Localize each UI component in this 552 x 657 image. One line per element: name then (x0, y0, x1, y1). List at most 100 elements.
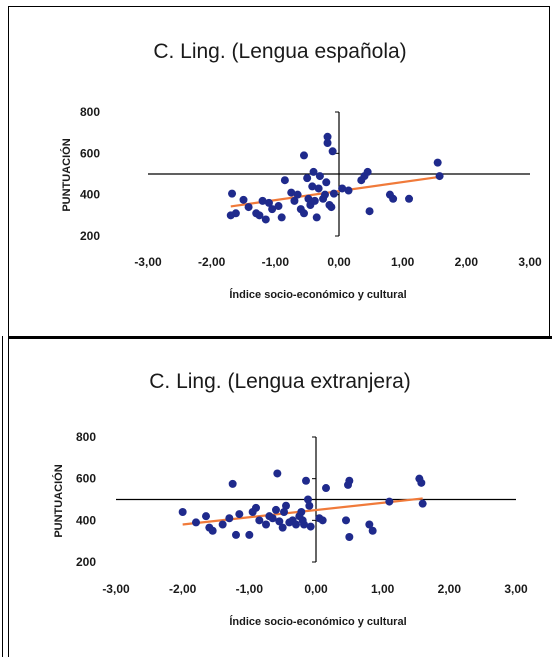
data-point (228, 479, 237, 488)
data-point (192, 518, 200, 527)
data-point (328, 147, 337, 156)
data-point (275, 517, 284, 526)
data-point (274, 202, 283, 211)
x-tick-label: -3,00 (102, 582, 130, 596)
data-point (292, 520, 300, 529)
data-point (280, 176, 289, 185)
data-point (268, 205, 277, 214)
data-point (277, 213, 286, 222)
x-tick-label: 2,00 (438, 582, 462, 596)
chart-panel-lengua-extranjera (8, 336, 552, 657)
data-point (306, 522, 315, 531)
scatter-chart-lengua-extranjera: C. Ling. (Lengua extranjera) PUNTUACIÓN … (52, 370, 528, 628)
chart-panel-lengua-espanola (8, 6, 550, 336)
data-point (417, 478, 426, 487)
panel-divider-line (2, 336, 3, 657)
x-tick-label: 3,00 (518, 255, 542, 269)
data-point (178, 508, 187, 516)
x-tick-label: -3,00 (134, 255, 162, 269)
data-point (302, 476, 310, 485)
data-point (329, 189, 338, 198)
x-tick-label: 1,00 (371, 582, 395, 596)
data-point (363, 167, 372, 176)
data-point (297, 508, 306, 516)
data-point (282, 501, 290, 510)
data-point (228, 189, 237, 198)
data-point (262, 520, 270, 529)
x-tick-label: 2,00 (455, 255, 479, 269)
data-point (338, 184, 347, 193)
data-point (272, 505, 280, 514)
y-tick-label: 600 (76, 472, 96, 486)
data-point (287, 188, 296, 197)
x-tick-label: 0,00 (327, 255, 351, 269)
data-point (342, 516, 350, 525)
data-point (365, 520, 374, 529)
data-point (293, 190, 302, 199)
data-point (261, 215, 270, 224)
data-point (323, 132, 332, 141)
x-tick-label: -2,00 (198, 255, 226, 269)
data-point (268, 514, 277, 523)
x-tick-label: 1,00 (391, 255, 415, 269)
chart-title: C. Ling. (Lengua española) (153, 40, 406, 63)
data-point (308, 182, 317, 191)
x-tick-label: -2,00 (169, 582, 197, 596)
data-point (327, 203, 336, 212)
data-point (314, 184, 323, 193)
scatter-chart-lengua-espanola: C. Ling. (Lengua española) PUNTUACIÓN Ín… (60, 40, 542, 301)
x-axis-label: Índice socio-económico y cultural (229, 615, 406, 628)
data-point (435, 172, 444, 181)
data-point (345, 476, 354, 485)
data-point (433, 158, 442, 167)
data-point (389, 194, 398, 203)
x-tick-label: -1,00 (236, 582, 264, 596)
x-tick-label: 0,00 (304, 582, 328, 596)
data-point (244, 203, 253, 212)
data-point (255, 211, 264, 220)
data-point (290, 196, 299, 205)
data-point (231, 209, 240, 218)
data-point (345, 533, 354, 541)
data-point (208, 526, 217, 535)
data-point (385, 497, 394, 506)
data-point (255, 516, 264, 525)
y-tick-label: 200 (76, 555, 96, 569)
data-point (245, 530, 254, 539)
data-point (320, 190, 329, 199)
y-tick-label: 200 (80, 229, 100, 243)
data-point (264, 198, 273, 207)
y-tick-label: 800 (80, 105, 100, 119)
data-point (225, 514, 234, 523)
data-point (278, 523, 287, 532)
data-point (299, 209, 308, 218)
data-point (322, 178, 331, 187)
data-point (303, 174, 312, 183)
data-point (305, 501, 314, 510)
y-tick-label: 800 (76, 430, 96, 444)
data-point (202, 512, 210, 521)
data-point (315, 172, 324, 181)
plot-area: 200 400 600 800 -3,00 -2,00 -1,00 0,00 1,00 2,00 3… (80, 105, 542, 269)
y-tick-label: 400 (76, 513, 96, 527)
data-point (418, 499, 427, 508)
data-point (280, 508, 288, 516)
data-point (365, 207, 374, 216)
data-point (405, 194, 414, 203)
data-point (258, 196, 267, 205)
data-point (304, 495, 312, 504)
x-tick-label: 3,00 (504, 582, 528, 596)
data-point (304, 194, 313, 203)
y-tick-label: 600 (80, 146, 100, 160)
data-point (318, 516, 327, 525)
y-tick-label: 400 (80, 188, 100, 202)
y-axis-label: PUNTUACIÓN (60, 138, 73, 211)
data-point (300, 520, 308, 529)
data-point (239, 195, 248, 204)
x-axis-label: Índice socio-económico y cultural (229, 288, 406, 301)
data-point (252, 503, 260, 512)
x-tick-label: -1,00 (262, 255, 290, 269)
data-point (273, 469, 282, 478)
y-axis-label: PUNTUACIÓN (52, 464, 65, 537)
data-point (368, 526, 377, 535)
